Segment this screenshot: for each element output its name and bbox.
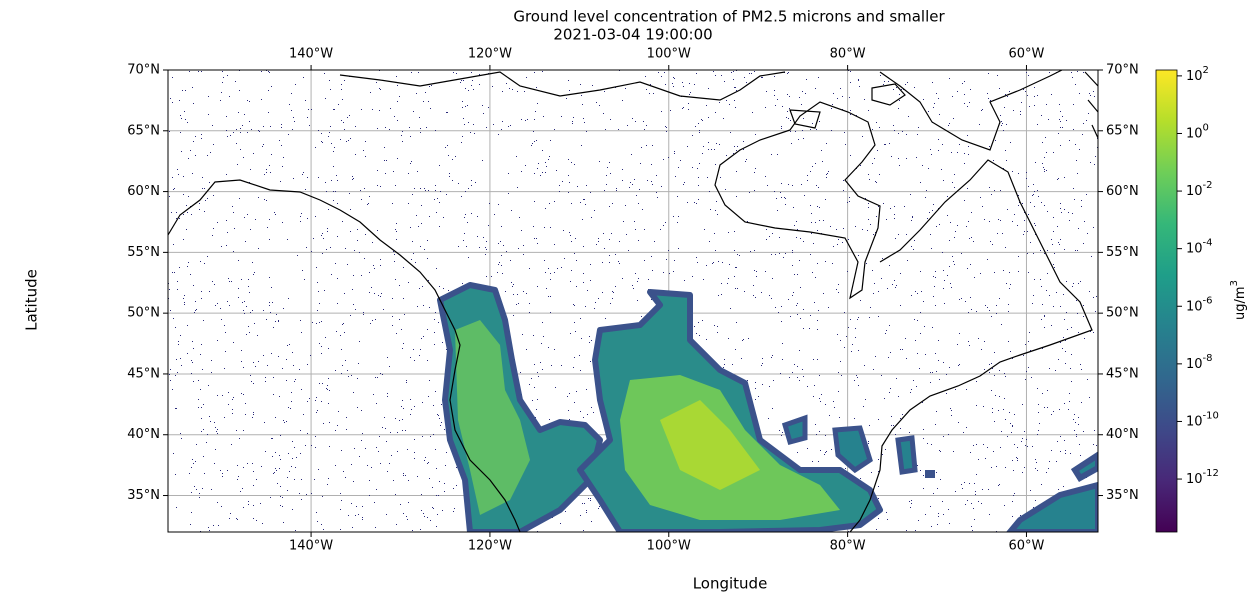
y-tick-label: 45°N — [127, 366, 160, 381]
x-tick-label: 140°W — [289, 539, 333, 554]
coastline — [789, 83, 906, 129]
x-tick-label: 100°W — [647, 47, 691, 62]
colorbar-tick-label: 102 — [1186, 65, 1209, 84]
coastline — [879, 70, 1063, 151]
y-tick-label: 45°N — [1106, 366, 1139, 381]
colorbar — [1155, 69, 1178, 533]
x-tick-label: 120°W — [468, 539, 512, 554]
y-tick-label: 55°N — [1106, 245, 1139, 260]
colorbar-tick-label: 10-6 — [1186, 295, 1213, 314]
coastline — [1084, 71, 1098, 139]
plume — [925, 470, 935, 478]
coastline — [714, 101, 881, 300]
y-tick-label: 60°N — [1106, 184, 1139, 199]
y-tick-label: 50°N — [127, 306, 160, 321]
colorbar-tick-label: 10-12 — [1186, 468, 1219, 487]
colorbar-label: ug/m3 — [1229, 280, 1248, 320]
plumes — [437, 282, 1098, 532]
y-tick-label: 50°N — [1106, 306, 1139, 321]
coastline — [849, 159, 1093, 532]
plume — [660, 400, 760, 490]
x-tick-label: 100°W — [647, 539, 691, 554]
y-tick-label: 35°N — [127, 488, 160, 503]
x-axis-label: Longitude — [693, 575, 768, 593]
colorbar-tick-label: 10-2 — [1186, 180, 1213, 199]
x-tick-label: 60°W — [1009, 539, 1045, 554]
chart-subtitle: 2021-03-04 19:00:00 — [553, 26, 712, 44]
colorbar-tick-label: 10-4 — [1186, 238, 1213, 257]
x-tick-label: 80°W — [830, 539, 866, 554]
x-tick-label: 60°W — [1009, 47, 1045, 62]
x-tick-label: 120°W — [468, 47, 512, 62]
colorbar-tick-label: 10-8 — [1186, 353, 1213, 372]
coastline — [168, 179, 521, 532]
y-tick-label: 65°N — [127, 123, 160, 138]
y-tick-label: 40°N — [1106, 427, 1139, 442]
plume — [1006, 451, 1098, 532]
colorbar-tick-label: 100 — [1186, 122, 1209, 141]
plume — [455, 320, 530, 515]
plume — [781, 414, 918, 475]
y-tick-label: 70°N — [1106, 63, 1139, 78]
y-tick-label: 40°N — [127, 427, 160, 442]
y-tick-label: 55°N — [127, 245, 160, 260]
y-tick-label: 65°N — [1106, 123, 1139, 138]
y-tick-label: 70°N — [127, 63, 160, 78]
chart-title: Ground level concentration of PM2.5 micr… — [513, 8, 945, 26]
coastline — [339, 71, 786, 101]
y-axis-label: Latitude — [23, 269, 41, 331]
y-tick-label: 35°N — [1106, 488, 1139, 503]
map-area — [168, 70, 1098, 532]
y-tick-label: 60°N — [127, 184, 160, 199]
x-tick-label: 140°W — [289, 47, 333, 62]
colorbar-tick-label: 10-10 — [1186, 410, 1219, 429]
x-tick-label: 80°W — [830, 47, 866, 62]
coastlines — [168, 70, 1098, 532]
plot-frame — [167, 69, 1099, 533]
